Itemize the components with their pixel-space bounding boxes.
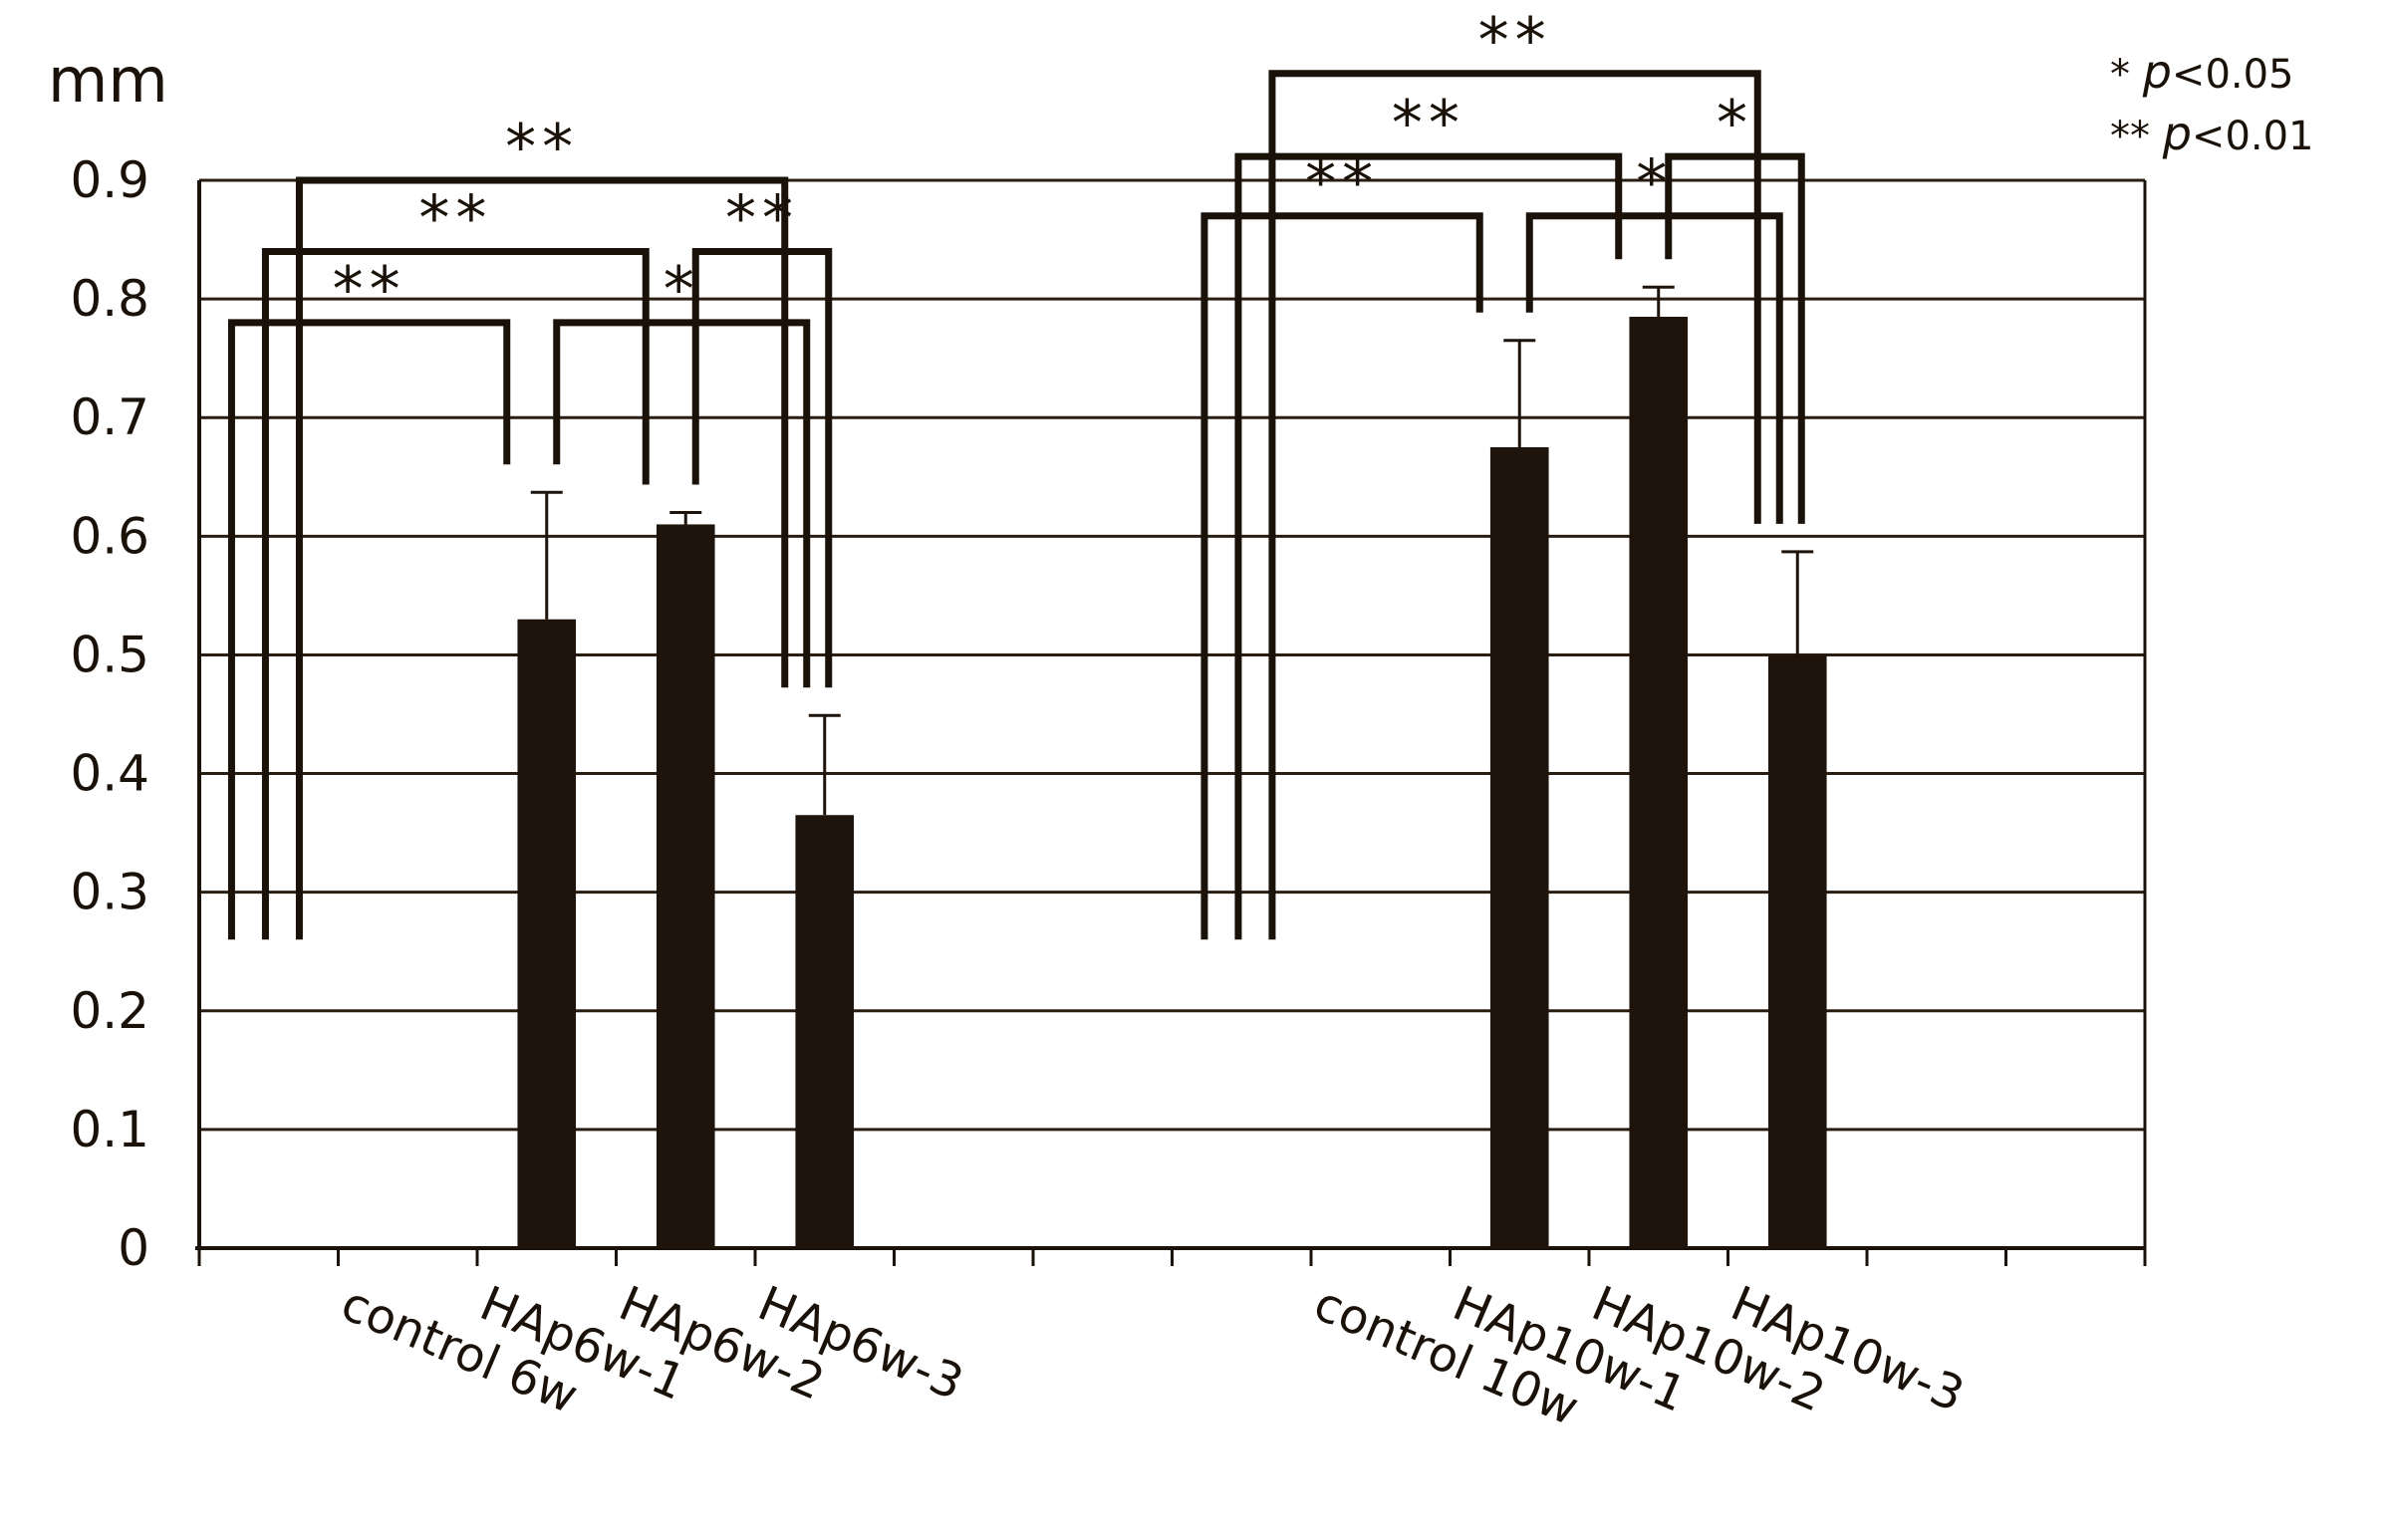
bar <box>1629 316 1689 1248</box>
bar <box>795 815 855 1248</box>
significance-bracket <box>1665 152 1805 524</box>
bars <box>517 285 1827 1248</box>
y-tick-label: 0.8 <box>70 270 149 328</box>
significance-bracket <box>1200 212 1483 940</box>
y-axis-unit-label: mm <box>48 44 168 117</box>
significance-stars: ** <box>505 111 579 183</box>
y-tick-label: 0.6 <box>70 507 149 565</box>
significance-bracket <box>1268 70 1761 940</box>
legend-entry: * p<0.05 <box>2110 45 2294 99</box>
significance-stars: * <box>1636 146 1673 219</box>
y-tick-label: 0.9 <box>70 151 149 209</box>
y-tick-label: 0.2 <box>70 982 149 1040</box>
y-tick-label: 0.1 <box>70 1101 149 1158</box>
significance-stars: ** <box>1392 87 1465 159</box>
bar <box>1767 654 1827 1248</box>
y-tick-label: 0.7 <box>70 388 149 446</box>
legend-entry: ** p<0.01 <box>2110 107 2314 160</box>
significance-bracket <box>227 319 511 940</box>
significance-bracket <box>1234 152 1623 940</box>
significance-legend: * p<0.05 ** p<0.01 <box>2110 45 2314 160</box>
significance-brackets: ********* ******** <box>227 4 1805 940</box>
y-tick-label: 0 <box>118 1219 149 1277</box>
significance-stars: ** <box>725 181 799 254</box>
significance-bracket <box>553 319 811 688</box>
y-tick-label: 0.5 <box>70 626 149 683</box>
axes <box>195 180 2147 1266</box>
bar <box>656 524 715 1248</box>
y-tick-label: 0.3 <box>70 864 149 921</box>
significance-bracket <box>1525 212 1783 524</box>
significance-bracket <box>295 176 789 940</box>
significance-stars: * <box>1717 87 1753 159</box>
bar <box>1489 447 1549 1248</box>
significance-bracket <box>691 247 833 688</box>
significance-stars: * <box>663 253 700 326</box>
y-tick-label: 0.4 <box>70 745 149 803</box>
bar <box>517 619 577 1248</box>
significance-stars: ** <box>1478 4 1552 77</box>
significance-bracket <box>261 247 650 940</box>
significance-stars: ** <box>418 181 492 254</box>
significance-stars: ** <box>333 253 406 326</box>
